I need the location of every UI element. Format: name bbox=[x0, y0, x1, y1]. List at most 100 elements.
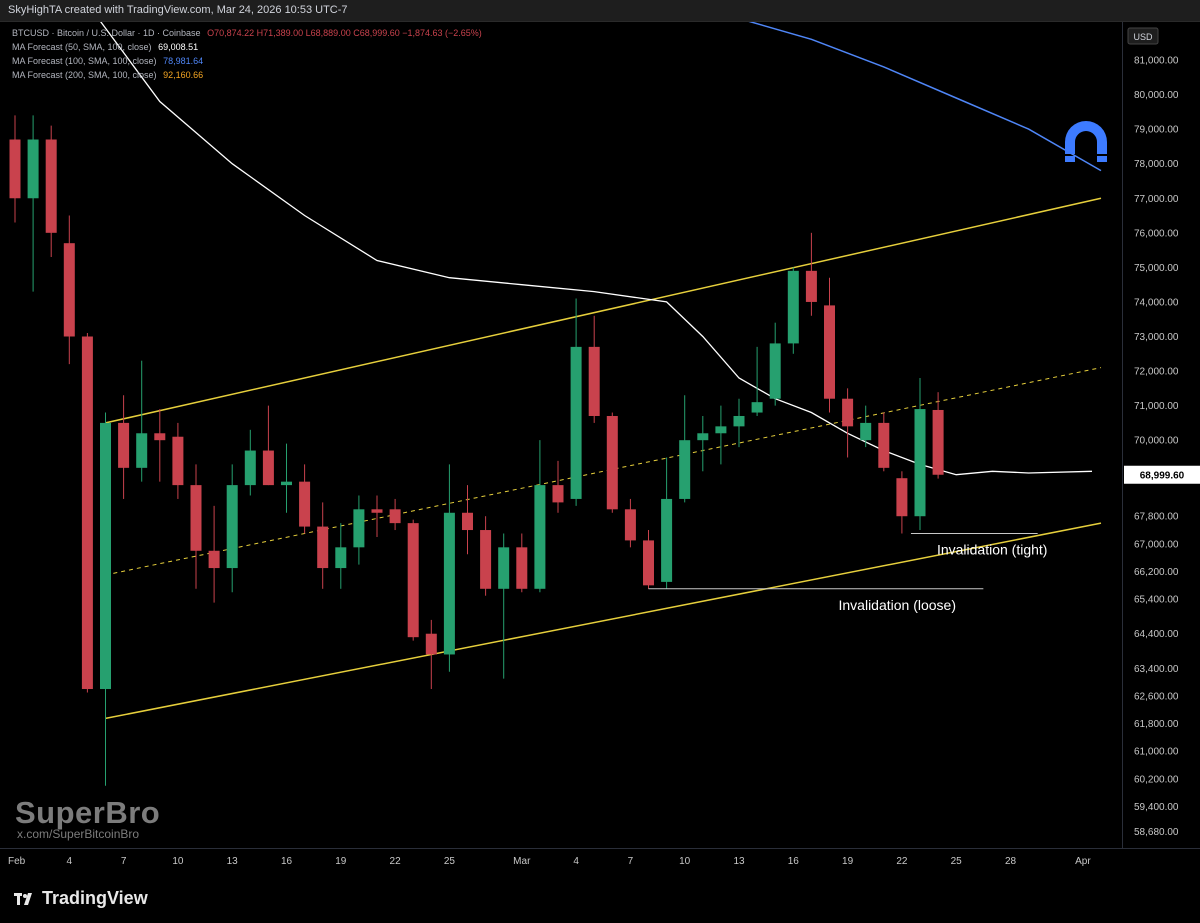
candle-body bbox=[172, 436, 184, 486]
candle-body bbox=[136, 433, 148, 468]
tradingview-logo[interactable]: TradingView bbox=[14, 888, 148, 909]
x-tick-label: 10 bbox=[679, 856, 691, 867]
candle-body bbox=[407, 523, 419, 638]
y-tick-label: 77,000.00 bbox=[1134, 194, 1179, 205]
y-tick-label: 63,400.00 bbox=[1134, 664, 1179, 675]
x-tick-label: 22 bbox=[896, 856, 908, 867]
magnet-icon bbox=[1065, 121, 1107, 162]
y-tick-label: 74,000.00 bbox=[1134, 297, 1179, 308]
price-axis-panel bbox=[1122, 22, 1200, 848]
y-tick-label: 73,000.00 bbox=[1134, 332, 1179, 343]
channel-bottom-line bbox=[105, 522, 1102, 720]
candle-body bbox=[624, 509, 636, 541]
x-tick-label: 28 bbox=[1005, 856, 1017, 867]
candle-body bbox=[27, 139, 39, 199]
y-tick-label: 72,000.00 bbox=[1134, 367, 1179, 378]
candle-body bbox=[208, 550, 220, 569]
x-tick-label: 4 bbox=[573, 856, 579, 867]
y-tick-label: 79,000.00 bbox=[1134, 125, 1179, 136]
candle-body bbox=[335, 547, 347, 569]
x-tick-label: 7 bbox=[121, 856, 127, 867]
candle-body bbox=[100, 422, 111, 690]
candle-body bbox=[715, 426, 727, 434]
y-tick-label: 64,400.00 bbox=[1134, 629, 1179, 640]
candle-body bbox=[281, 481, 292, 486]
legend-ma200-value: 92,160.66 bbox=[163, 70, 204, 80]
legend-ma200-label: MA Forecast (200, SMA, 100, close) bbox=[12, 70, 157, 80]
y-tick-label: 65,400.00 bbox=[1134, 595, 1179, 606]
candle-body bbox=[154, 433, 166, 441]
x-tick-label: 13 bbox=[733, 856, 745, 867]
channel-top-line bbox=[105, 197, 1102, 424]
x-tick-label: Mar bbox=[513, 856, 531, 867]
candle-body bbox=[299, 481, 311, 527]
legend-ma100-value: 78,981.64 bbox=[163, 56, 204, 66]
y-tick-label: 61,800.00 bbox=[1134, 719, 1179, 730]
tradingview-brand: TradingView bbox=[42, 888, 148, 908]
candle-body bbox=[190, 485, 202, 551]
y-tick-label: 67,000.00 bbox=[1134, 539, 1179, 550]
candle-body bbox=[353, 509, 365, 548]
legend-ma100-row: MA Forecast (100, SMA, 100, close) 78,98… bbox=[12, 54, 482, 68]
footer-bar bbox=[0, 874, 1200, 923]
y-tick-label: 58,680.00 bbox=[1134, 827, 1179, 838]
candle-body bbox=[932, 409, 944, 475]
candle-body bbox=[516, 547, 528, 589]
candle-body bbox=[552, 485, 564, 503]
candle-body bbox=[643, 540, 654, 586]
x-tick-label: 7 bbox=[628, 856, 634, 867]
y-tick-label: 62,600.00 bbox=[1134, 691, 1179, 702]
header-bar: SkyHighTA created with TradingView.com, … bbox=[0, 0, 1200, 22]
candle-body bbox=[606, 415, 618, 510]
candle-body bbox=[118, 422, 130, 468]
ma100-line bbox=[748, 22, 1102, 172]
candle-body bbox=[534, 485, 546, 589]
candle-body bbox=[878, 422, 890, 468]
candle-body bbox=[914, 409, 926, 517]
invalidation-loose-label: Invalidation (loose) bbox=[839, 597, 957, 613]
candle-body bbox=[824, 305, 835, 399]
legend-ma50-label: MA Forecast (50, SMA, 100, close) bbox=[12, 42, 152, 52]
y-tick-label: 60,200.00 bbox=[1134, 774, 1179, 785]
last-price-box bbox=[1124, 465, 1200, 484]
y-tick-label: 66,200.00 bbox=[1134, 567, 1179, 578]
x-tick-label: 13 bbox=[227, 856, 239, 867]
y-tick-label: 76,000.00 bbox=[1134, 228, 1179, 239]
candle-body bbox=[679, 440, 691, 499]
candle-body bbox=[498, 547, 510, 589]
legend-ma100-label: MA Forecast (100, SMA, 100, close) bbox=[12, 56, 157, 66]
candle-body bbox=[9, 139, 21, 199]
candle-body bbox=[769, 343, 781, 399]
header-credit: SkyHighTA created with TradingView.com, … bbox=[8, 4, 348, 16]
candle-body bbox=[733, 415, 745, 427]
legend-ohlc: O70,874.22 H71,389.00 L68,889.00 C68,999… bbox=[207, 28, 482, 38]
x-tick-label: 19 bbox=[335, 856, 347, 867]
candle-body bbox=[661, 498, 673, 582]
x-tick-label: 16 bbox=[281, 856, 293, 867]
x-tick-label: 19 bbox=[842, 856, 854, 867]
y-tick-label: 61,000.00 bbox=[1134, 747, 1179, 758]
channel-mid-line bbox=[105, 367, 1102, 576]
candle-body bbox=[244, 450, 256, 486]
candle-body bbox=[389, 509, 401, 524]
candle-body bbox=[425, 633, 437, 655]
magnet-tip-left bbox=[1065, 156, 1075, 162]
y-tick-label: 59,400.00 bbox=[1134, 802, 1179, 813]
candle-body bbox=[588, 346, 600, 416]
candle-body bbox=[317, 526, 329, 569]
x-tick-label: Apr bbox=[1075, 856, 1091, 867]
price-chart[interactable]: USD Invalidation (tight) Invalidation (lo… bbox=[0, 22, 1200, 874]
x-tick-label: 25 bbox=[951, 856, 963, 867]
legend-ma50-row: MA Forecast (50, SMA, 100, close) 69,008… bbox=[12, 40, 482, 54]
legend-ma50-value: 69,008.51 bbox=[158, 42, 199, 52]
watermark-name: SuperBro bbox=[15, 795, 161, 830]
candle-body bbox=[570, 346, 582, 499]
x-tick-label: 10 bbox=[172, 856, 184, 867]
tradingview-icon bbox=[14, 892, 32, 905]
candle-body bbox=[443, 512, 455, 655]
candle-body bbox=[226, 485, 238, 569]
x-tick-label: 25 bbox=[444, 856, 456, 867]
x-tick-label: Feb bbox=[8, 856, 26, 867]
legend-ma200-row: MA Forecast (200, SMA, 100, close) 92,16… bbox=[12, 68, 482, 82]
y-tick-label: 80,000.00 bbox=[1134, 90, 1179, 101]
